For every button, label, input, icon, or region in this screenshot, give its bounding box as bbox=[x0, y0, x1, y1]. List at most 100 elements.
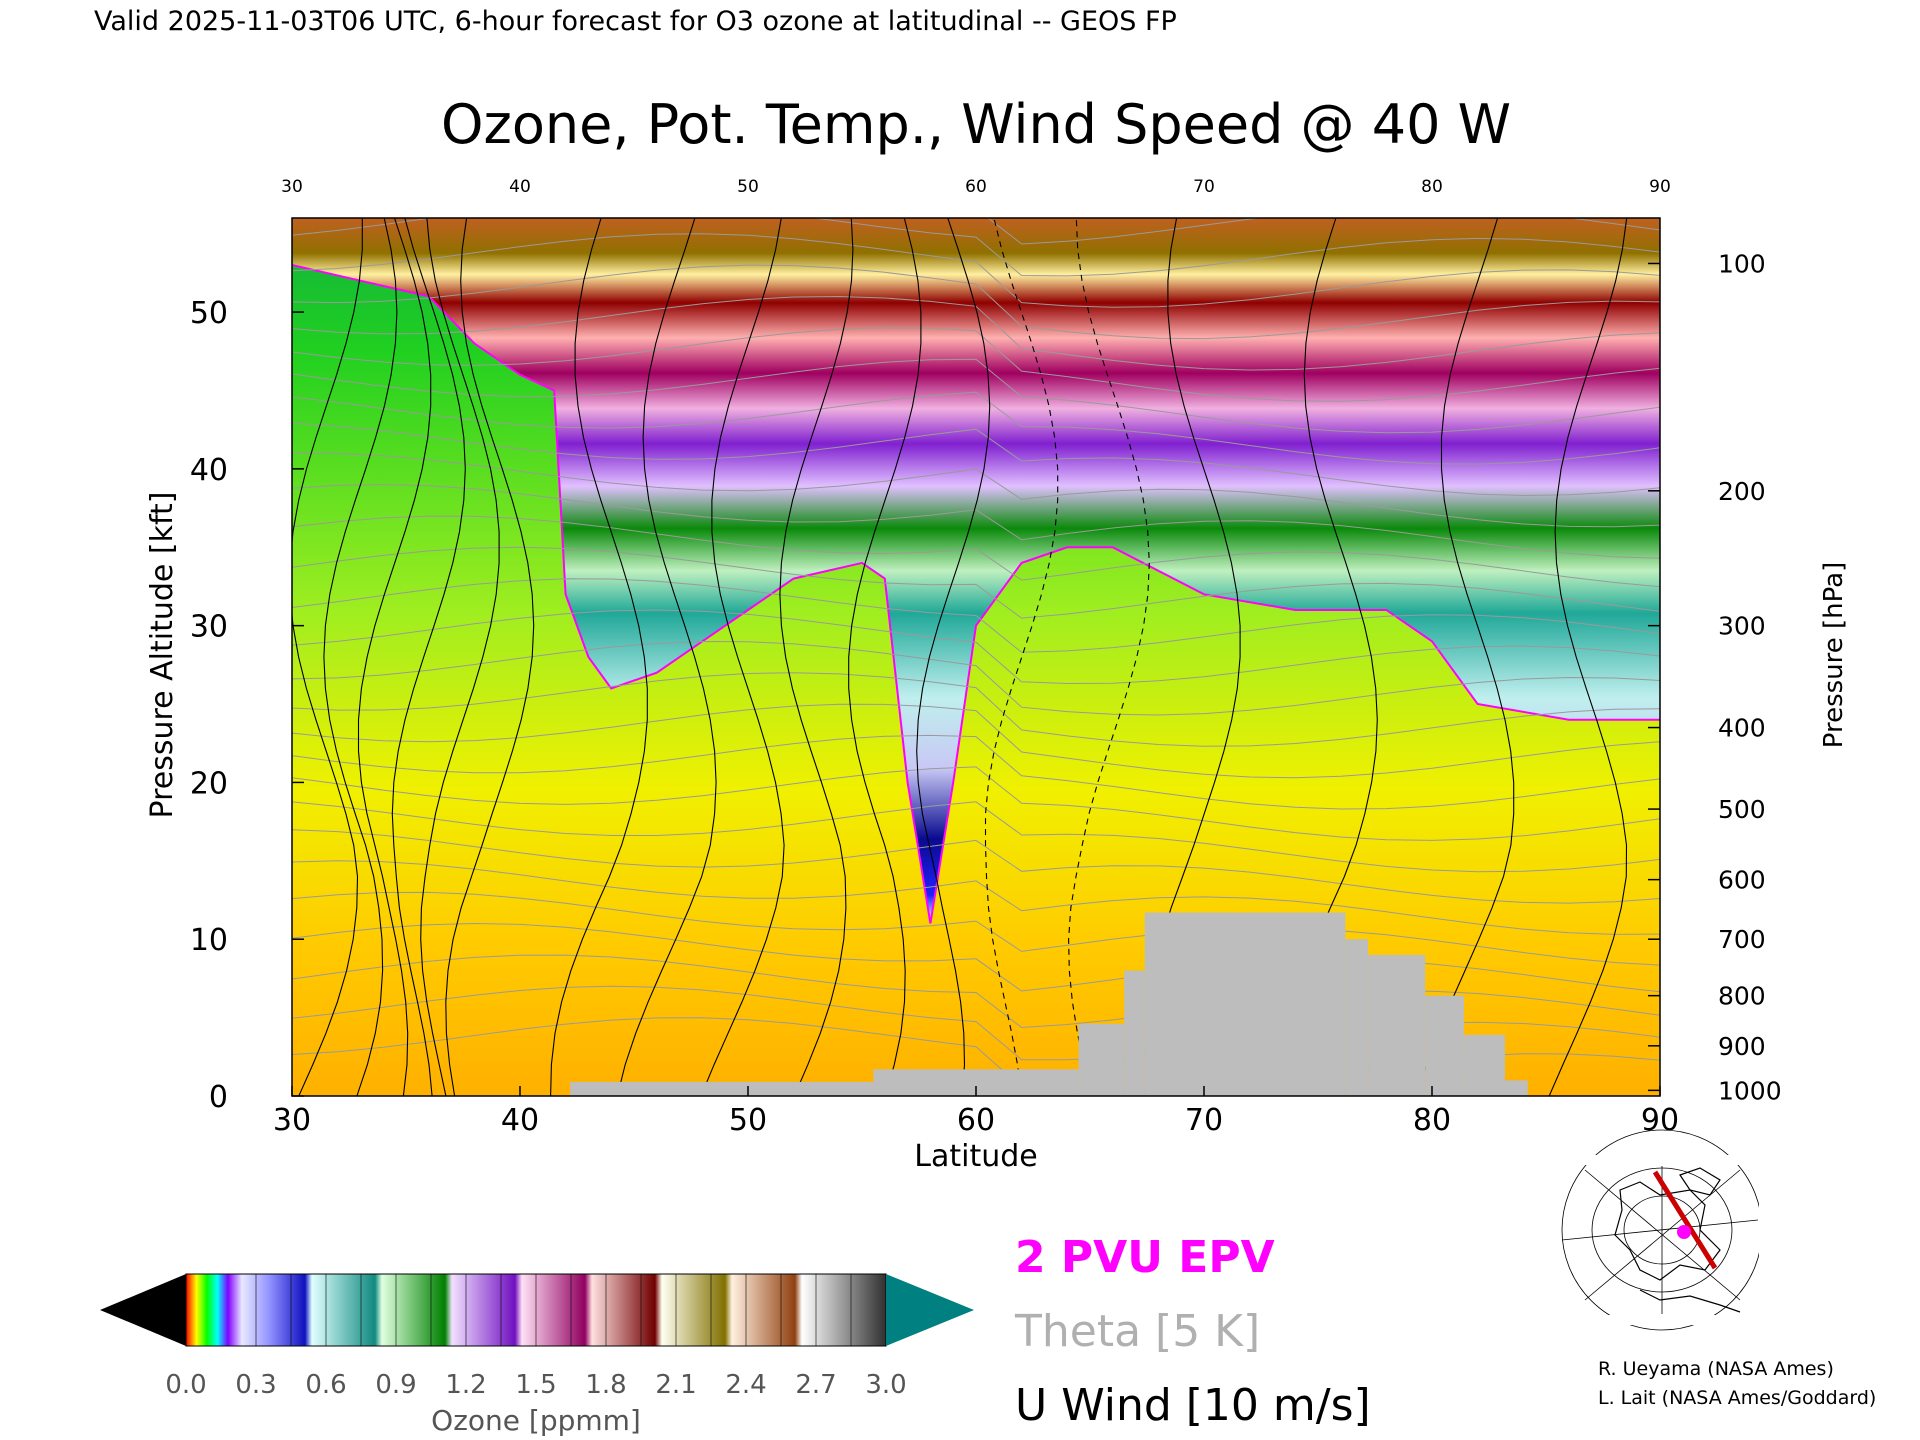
wind-contour bbox=[984, 218, 1059, 1096]
y2-axis-label: Pressure [hPa] bbox=[1819, 562, 1849, 749]
wind-contour bbox=[292, 218, 363, 1096]
ground-segment bbox=[1368, 954, 1426, 1096]
x-tick-label: 50 bbox=[729, 1103, 767, 1138]
wind-contours bbox=[292, 218, 1628, 1096]
x-top-tick-label: 80 bbox=[1421, 177, 1443, 197]
x-tick-label: 40 bbox=[501, 1103, 539, 1138]
credit-line-2: L. Lait (NASA Ames/Goddard) bbox=[1598, 1387, 1876, 1409]
pressure-tick-label: 800 bbox=[1718, 982, 1766, 1011]
theta-contour bbox=[292, 264, 1660, 340]
pressure-tick-label: 500 bbox=[1718, 795, 1766, 824]
ground-segment bbox=[1425, 995, 1464, 1096]
theta-contour bbox=[292, 515, 1660, 588]
colorbar-tick-label: 1.5 bbox=[515, 1370, 556, 1400]
y-axis-label: Pressure Altitude [kft] bbox=[145, 492, 180, 819]
theta-contour bbox=[292, 801, 1660, 873]
theta-contour bbox=[292, 483, 1660, 559]
colorbar-over-arrow bbox=[886, 1274, 974, 1346]
colorbar-tick-label: 2.7 bbox=[795, 1370, 836, 1400]
pressure-tick-label: 900 bbox=[1718, 1032, 1766, 1061]
forecast-header: Valid 2025-11-03T06 UTC, 6-hour forecast… bbox=[94, 6, 1177, 37]
colorbar-label: Ozone [ppmm] bbox=[431, 1404, 641, 1437]
pressure-tick-label: 200 bbox=[1718, 477, 1766, 506]
theta-contour bbox=[292, 327, 1660, 402]
colorbar-tick-label: 1.8 bbox=[585, 1370, 626, 1400]
chart-title: Ozone, Pot. Temp., Wind Speed @ 40 W bbox=[441, 93, 1511, 156]
x-top-tick-label: 60 bbox=[965, 177, 987, 197]
x-axis-label: Latitude bbox=[914, 1139, 1037, 1174]
wind-contour bbox=[1416, 218, 1515, 1096]
theta-contour bbox=[292, 609, 1660, 685]
colorbar-tick-label: 2.1 bbox=[655, 1370, 696, 1400]
ozone-colorbar: 0.0 0.3 0.6 0.9 1.2 1.5 1.8 2.1 2.4 2.7 3.0 Ozone … bbox=[100, 1273, 974, 1437]
theta-contour bbox=[292, 422, 1660, 497]
y-axis-left: 0 10 20 30 40 50 bbox=[190, 296, 304, 1115]
colorbar-under-arrow bbox=[100, 1274, 186, 1346]
ground-segment bbox=[1078, 1023, 1125, 1096]
ground-segment bbox=[570, 1081, 874, 1096]
wind-contour bbox=[1548, 218, 1628, 1096]
wind-contour bbox=[779, 218, 854, 1096]
legend-epv: 2 PVU EPV bbox=[1015, 1232, 1275, 1283]
theta-contour bbox=[292, 734, 1660, 810]
legend-wind: U Wind [10 m/s] bbox=[1015, 1380, 1371, 1431]
x-tick-label: 70 bbox=[1185, 1103, 1223, 1138]
theta-contour bbox=[292, 703, 1660, 779]
theta-contour bbox=[292, 672, 1660, 747]
x-axis-top: 30 40 50 60 70 80 90 bbox=[281, 177, 1671, 197]
theta-contour bbox=[292, 218, 1660, 277]
credit-line-1: R. Ueyama (NASA Ames) bbox=[1598, 1358, 1834, 1380]
theta-contour bbox=[292, 829, 1660, 904]
colorbar-tick-label: 3.0 bbox=[865, 1370, 906, 1400]
ground-segment bbox=[1124, 970, 1145, 1096]
wind-contour bbox=[357, 218, 432, 1096]
x-tick-label: 80 bbox=[1413, 1103, 1451, 1138]
pressure-tick-label: 400 bbox=[1718, 714, 1766, 743]
legend-theta: Theta [5 K] bbox=[1014, 1306, 1260, 1357]
colorbar-tick-label: 0.6 bbox=[305, 1370, 346, 1400]
x-top-tick-label: 70 bbox=[1193, 177, 1215, 197]
theta-contour bbox=[292, 358, 1660, 434]
pressure-tick-label: 100 bbox=[1718, 249, 1766, 278]
wind-contour bbox=[616, 218, 717, 1096]
y-tick-label: 0 bbox=[209, 1080, 228, 1115]
theta-contour bbox=[292, 640, 1660, 716]
theta-contour bbox=[292, 295, 1660, 371]
wind-contour bbox=[391, 218, 466, 1096]
wind-contour bbox=[916, 218, 991, 1096]
y-tick-label: 20 bbox=[190, 766, 228, 801]
theta-contour bbox=[292, 452, 1660, 528]
y-tick-label: 50 bbox=[190, 296, 228, 331]
plot-area bbox=[291, 217, 1661, 1097]
wind-contour bbox=[700, 218, 785, 1096]
x-axis-bottom: 30 40 50 60 70 80 90 bbox=[273, 1086, 1679, 1138]
colorbar-tick-label: 1.2 bbox=[445, 1370, 486, 1400]
wind-contour bbox=[420, 218, 500, 1096]
cross-section-track bbox=[1652, 1170, 1718, 1270]
y-tick-label: 10 bbox=[190, 923, 228, 958]
theta-contour bbox=[292, 891, 1660, 966]
x-tick-label: 30 bbox=[273, 1103, 311, 1138]
ground-mask bbox=[570, 912, 1528, 1096]
theta-contour bbox=[292, 546, 1660, 619]
ground-segment bbox=[1463, 1034, 1505, 1096]
stratosphere-ozone-field bbox=[292, 218, 1660, 924]
pressure-tick-label: 1000 bbox=[1718, 1076, 1782, 1105]
pressure-tick-label: 300 bbox=[1718, 612, 1766, 641]
theta-contour bbox=[292, 860, 1660, 935]
colorbar-tick-label: 0.9 bbox=[375, 1370, 416, 1400]
contour-legend: 2 PVU EPV Theta [5 K] U Wind [10 m/s] bbox=[1014, 1232, 1371, 1431]
x-tick-label: 60 bbox=[957, 1103, 995, 1138]
ground-segment bbox=[1144, 912, 1346, 1096]
theta-contour bbox=[292, 954, 1660, 1029]
theta-contour bbox=[292, 233, 1660, 308]
cross-section-marker bbox=[1677, 1225, 1691, 1239]
pressure-tick-label: 700 bbox=[1718, 925, 1766, 954]
ground-segment bbox=[1504, 1080, 1528, 1096]
wind-contour bbox=[323, 218, 398, 1096]
theta-contour bbox=[292, 391, 1660, 465]
ground-segment bbox=[1345, 939, 1369, 1096]
theta-contour bbox=[292, 922, 1660, 993]
y-tick-label: 40 bbox=[190, 453, 228, 488]
